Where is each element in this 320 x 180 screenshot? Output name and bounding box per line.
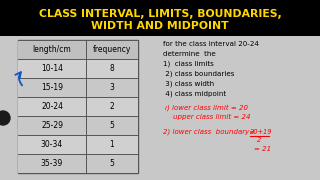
Bar	[0, 0, 320, 36]
Bar	[0, 36, 320, 180]
Text: 5: 5	[109, 159, 115, 168]
Text: 5: 5	[109, 121, 115, 130]
Bar	[18, 78, 138, 97]
Text: upper class limit = 24: upper class limit = 24	[173, 114, 251, 120]
Text: 15-19: 15-19	[41, 83, 63, 92]
Text: CLASS INTERVAL, LIMITS, BOUNDARIES,: CLASS INTERVAL, LIMITS, BOUNDARIES,	[39, 9, 281, 19]
Text: 2) class boundaries: 2) class boundaries	[163, 70, 234, 77]
Text: WIDTH AND MIDPOINT: WIDTH AND MIDPOINT	[91, 21, 229, 31]
Text: 30-34: 30-34	[41, 140, 63, 149]
Text: 3: 3	[109, 83, 115, 92]
Text: for the class interval 20-24: for the class interval 20-24	[163, 41, 259, 47]
Text: 1)  class limits: 1) class limits	[163, 61, 214, 67]
Bar	[18, 135, 138, 154]
Bar	[18, 40, 138, 59]
Text: 2) lower class  boundary=: 2) lower class boundary=	[163, 129, 255, 135]
Text: determine  the: determine the	[163, 51, 216, 57]
Text: 2: 2	[110, 102, 114, 111]
Text: 3) class width: 3) class width	[163, 80, 214, 87]
Text: 2: 2	[257, 137, 261, 143]
Bar	[18, 59, 138, 78]
Text: ı) lower class limit = 20: ı) lower class limit = 20	[165, 105, 248, 111]
Bar	[18, 40, 138, 173]
Text: 8: 8	[110, 64, 114, 73]
Text: 25-29: 25-29	[41, 121, 63, 130]
Text: = 21: = 21	[254, 146, 271, 152]
Text: frequency: frequency	[93, 45, 131, 54]
Circle shape	[0, 111, 10, 125]
Text: 35-39: 35-39	[41, 159, 63, 168]
Text: 20-24: 20-24	[41, 102, 63, 111]
Bar	[18, 116, 138, 135]
Text: 4) class midpoint: 4) class midpoint	[163, 90, 226, 96]
Bar	[18, 97, 138, 116]
Text: 20+19: 20+19	[250, 129, 273, 135]
Bar	[18, 154, 138, 173]
Text: 1: 1	[110, 140, 114, 149]
Text: 10-14: 10-14	[41, 64, 63, 73]
Text: length/cm: length/cm	[33, 45, 71, 54]
